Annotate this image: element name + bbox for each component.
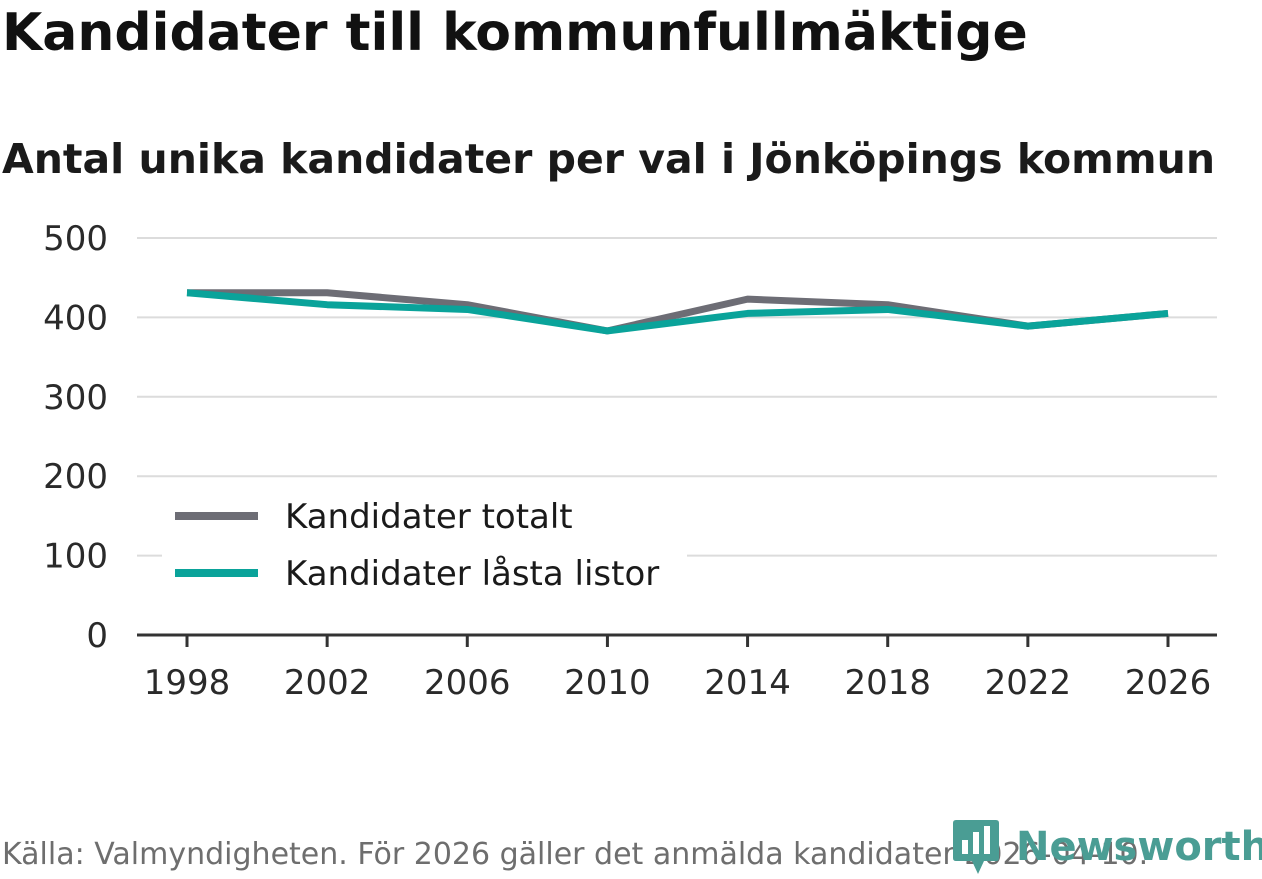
x-tick-label-2018: 2018 <box>844 663 931 703</box>
x-tick-label-2014: 2014 <box>704 663 791 703</box>
y-axis-ticks: 0 100 200 300 400 500 <box>43 219 108 656</box>
x-axis: 1998 2002 2006 2010 2014 2018 2022 2026 <box>137 633 1217 703</box>
x-tick-label-2010: 2010 <box>564 663 651 703</box>
brand-logo: Newsworthy <box>952 818 1262 876</box>
y-tick-label-100: 100 <box>43 537 108 577</box>
legend: Kandidater totalt Kandidater låsta listor <box>162 490 687 608</box>
legend-label-2: Kandidater låsta listor <box>285 554 659 594</box>
chart-subtitle: Antal unika kandidater per val i Jönköpi… <box>2 135 1216 183</box>
series-line-2 <box>186 289 1169 335</box>
x-tick-label-1998: 1998 <box>144 663 231 703</box>
series-lines <box>186 289 1169 335</box>
brand-name: Newsworthy <box>1016 824 1262 870</box>
x-tick-label-2022: 2022 <box>985 663 1072 703</box>
chart-title: Kandidater till kommunfullmäktige <box>2 3 1028 63</box>
newsworthy-logo-icon <box>953 820 999 874</box>
y-tick-label-500: 500 <box>43 219 108 259</box>
x-tick-label-2002: 2002 <box>284 663 371 703</box>
y-tick-label-300: 300 <box>43 378 108 418</box>
legend-label-1: Kandidater totalt <box>285 497 573 537</box>
y-tick-label-0: 0 <box>86 616 108 656</box>
legend-background <box>162 490 687 608</box>
x-tick-label-2026: 2026 <box>1125 663 1212 703</box>
x-tick-label-2006: 2006 <box>424 663 511 703</box>
y-tick-label-200: 200 <box>43 457 108 497</box>
y-tick-label-400: 400 <box>43 298 108 338</box>
